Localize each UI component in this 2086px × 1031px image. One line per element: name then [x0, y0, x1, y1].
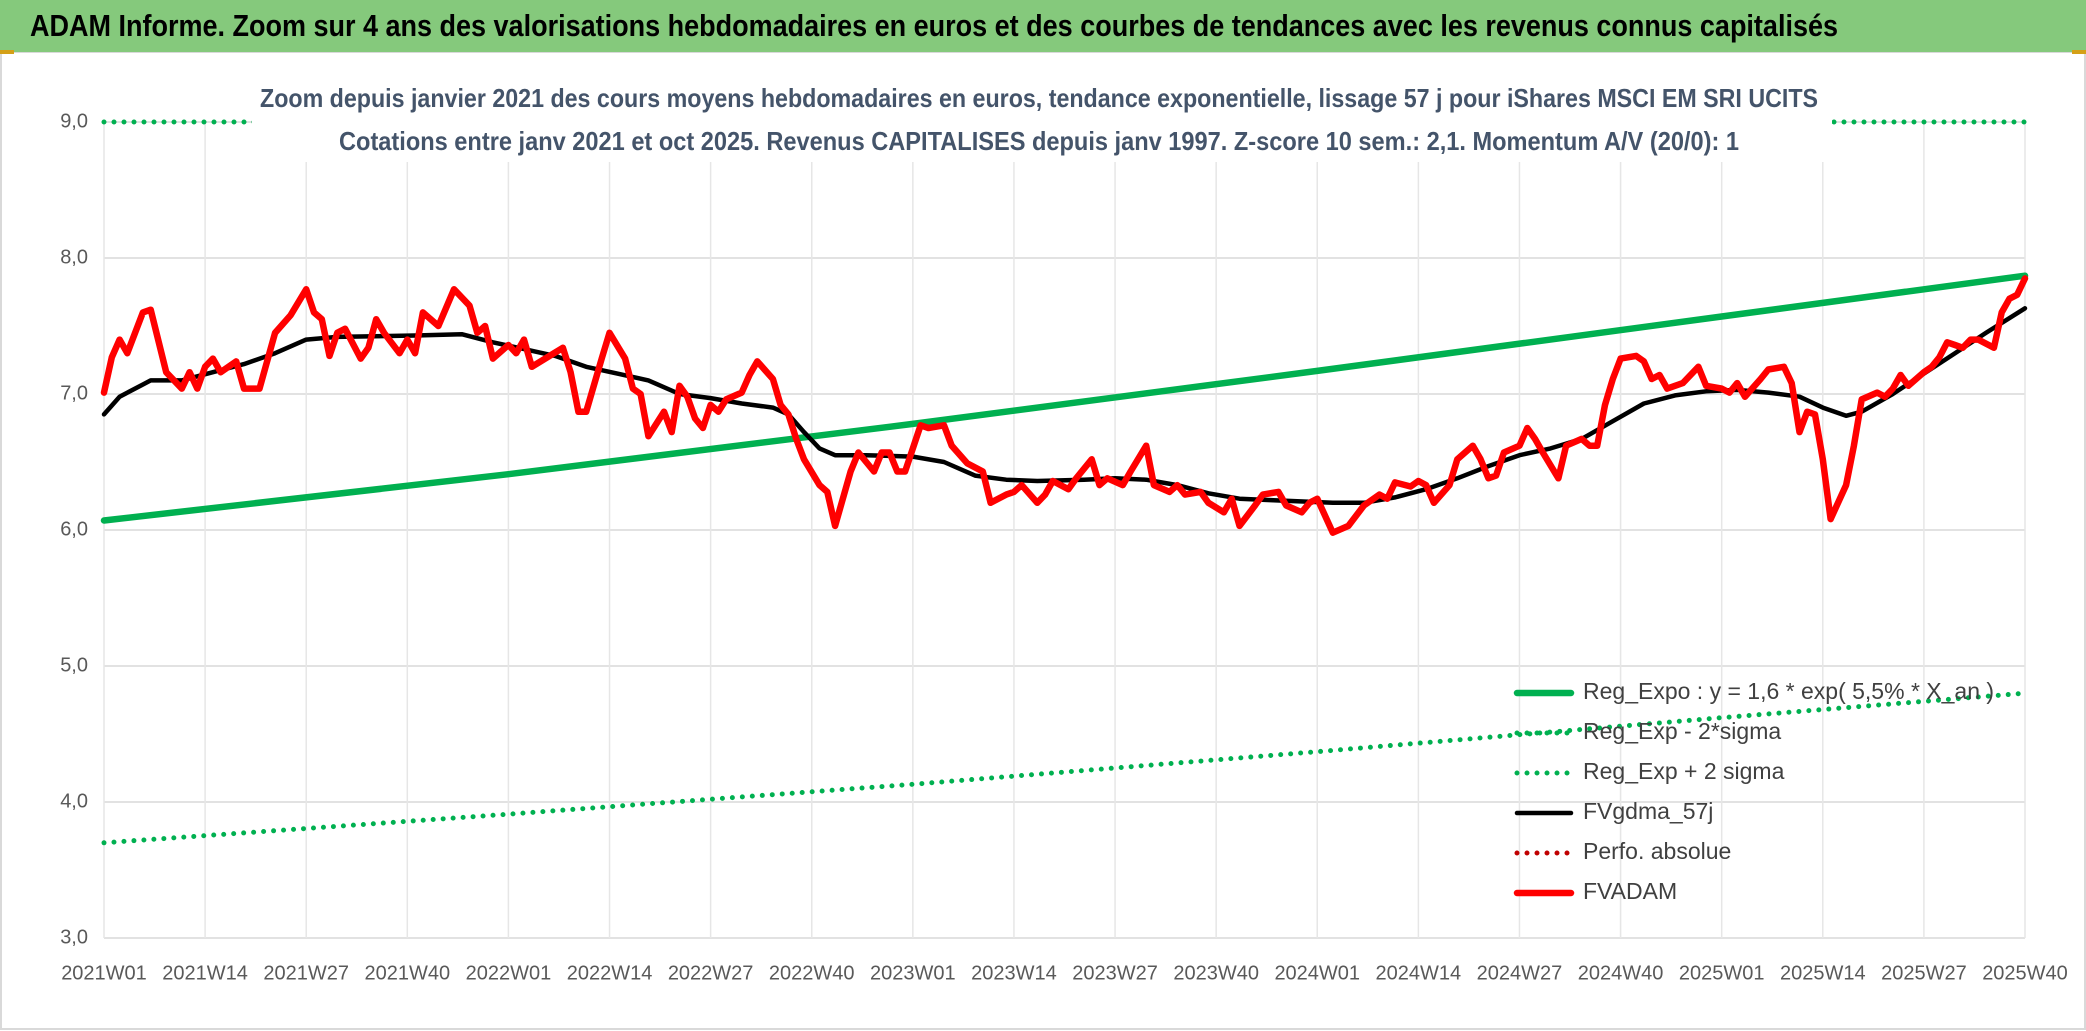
series-line: [101, 690, 2028, 846]
x-tick-label: 2023W14: [971, 962, 1057, 984]
chart-title: ADAM Informe. Zoom sur 4 ans des valoris…: [30, 8, 1838, 43]
legend-label: Reg_Expo : y = 1,6 * exp( 5,5% * X_an ): [1583, 678, 1994, 704]
x-tick-label: 2021W14: [162, 962, 248, 984]
x-tick-label: 2021W27: [263, 962, 349, 984]
x-tick-label: 2021W40: [365, 962, 451, 984]
x-tick-label: 2024W40: [1578, 962, 1664, 984]
subtitle-box: [252, 78, 1832, 162]
subtitle: Zoom depuis janvier 2021 des cours moyen…: [260, 83, 1818, 113]
y-tick-label: 8,0: [60, 246, 88, 268]
corner: [0, 50, 14, 54]
x-tick-label: 2022W40: [769, 962, 855, 984]
x-tick-label: 2025W01: [1679, 962, 1765, 984]
x-tick-label: 2023W27: [1072, 962, 1158, 984]
x-tick-label: 2023W01: [870, 962, 956, 984]
series-line: [100, 275, 2029, 536]
y-tick-label: 7,0: [60, 382, 88, 404]
series-line: [100, 272, 2029, 524]
subtitle: Cotations entre janv 2021 et oct 2025. R…: [339, 126, 1739, 156]
header-bar: [0, 0, 2086, 52]
legend-label: Reg_Exp - 2*sigma: [1583, 718, 1781, 744]
legend-label: Perfo. absolue: [1583, 838, 1731, 864]
legend-label: FVADAM: [1583, 878, 1677, 904]
y-tick-label: 6,0: [60, 518, 88, 540]
y-tick-label: 5,0: [60, 654, 88, 676]
x-tick-label: 2024W27: [1477, 962, 1563, 984]
x-tick-label: 2023W40: [1173, 962, 1259, 984]
x-tick-label: 2022W14: [567, 962, 653, 984]
y-tick-label: 4,0: [60, 790, 88, 812]
x-tick-label: 2022W27: [668, 962, 754, 984]
x-tick-label: 2025W27: [1881, 962, 1967, 984]
y-tick-label: 3,0: [60, 926, 88, 948]
x-tick-label: 2024W01: [1274, 962, 1360, 984]
corner: [2072, 50, 2086, 54]
x-tick-label: 2024W14: [1376, 962, 1462, 984]
y-tick-label: 9,0: [60, 110, 88, 132]
x-tick-label: 2025W14: [1780, 962, 1866, 984]
x-tick-label: 2021W01: [61, 962, 147, 984]
legend-label: FVgdma_57j: [1583, 798, 1713, 824]
x-tick-label: 2025W40: [1982, 962, 2068, 984]
x-tick-label: 2022W01: [466, 962, 552, 984]
legend-label: Reg_Exp + 2 sigma: [1583, 758, 1785, 784]
chart-frame: [0, 51, 2086, 1030]
